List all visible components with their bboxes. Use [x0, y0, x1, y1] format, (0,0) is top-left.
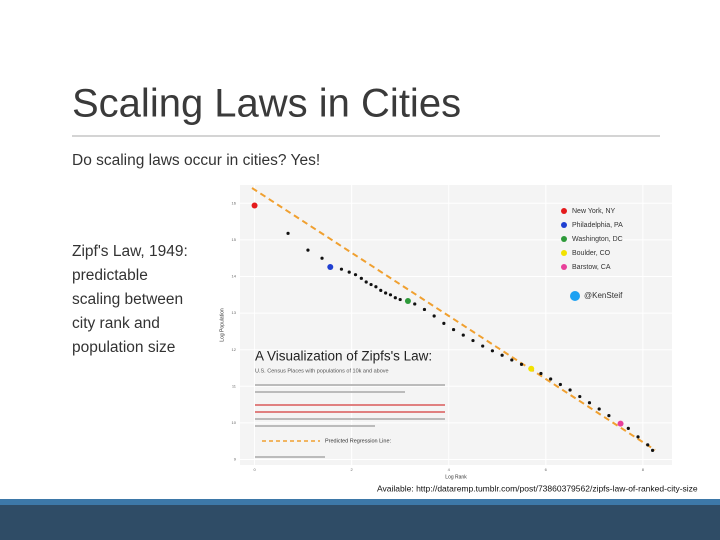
regression-label: Predicted Regression Line: — [325, 438, 392, 444]
footer-bar — [0, 505, 720, 540]
point — [374, 285, 378, 289]
point — [320, 256, 324, 260]
highlight-point — [327, 263, 334, 270]
highlight-point — [251, 202, 258, 209]
note-line — [255, 456, 325, 458]
point — [636, 435, 640, 439]
x-tick-label: 8 — [642, 467, 645, 472]
point — [587, 401, 592, 405]
point — [481, 344, 485, 348]
y-tick-label: 14 — [232, 274, 237, 279]
x-tick-label: 2 — [351, 467, 354, 472]
chart-title: A Visualization of Zipfs's Law: — [255, 349, 432, 364]
note-line — [255, 391, 405, 393]
chart-notes — [255, 384, 445, 458]
point — [500, 353, 504, 357]
y-tick-label: 10 — [232, 420, 237, 425]
x-tick-label: 0 — [253, 467, 256, 472]
body-line: population size — [72, 339, 175, 356]
twitter-icon — [570, 291, 580, 301]
body-line: scaling between — [72, 291, 183, 308]
legend-swatch — [561, 250, 567, 256]
marks — [251, 202, 655, 452]
point — [413, 302, 417, 306]
point — [539, 371, 543, 376]
body-line: city rank and — [72, 315, 160, 332]
source: Available: http://dataremp.tumblr.com/po… — [377, 483, 698, 493]
y-axis-label: Log Population — [219, 308, 225, 342]
point — [578, 394, 582, 399]
legend-swatch — [561, 222, 567, 228]
legend-swatch — [561, 208, 567, 214]
point — [398, 297, 402, 302]
legend-swatch — [561, 236, 567, 242]
note-line — [255, 425, 375, 427]
note-line — [255, 411, 445, 413]
point — [597, 407, 601, 411]
highlight-point — [617, 420, 624, 427]
point — [369, 282, 373, 287]
legend: New York, NY Philadelphia, PA Washington, … — [561, 208, 623, 271]
note-line — [255, 418, 445, 420]
slide-title: Scaling Laws in Cities — [72, 82, 461, 126]
legend-swatch — [561, 264, 567, 270]
y-tick-label: 13 — [232, 310, 237, 315]
y-tick-label: 16 — [232, 200, 237, 205]
x-tick-label: 6 — [545, 467, 548, 472]
x-tick-label: 4 — [448, 467, 451, 472]
body-text: Zipf's Law, 1949: predictable scaling betw… — [72, 243, 188, 356]
point — [471, 338, 475, 343]
highlight-point — [528, 365, 535, 372]
point — [347, 270, 351, 274]
handle: @KenSteif — [584, 291, 623, 300]
point — [422, 307, 427, 312]
point — [353, 273, 358, 277]
y-tick-label: 15 — [232, 237, 237, 242]
point — [384, 291, 388, 295]
legend-label: Philadelphia, PA — [572, 222, 623, 229]
slide-subtitle: Do scaling laws occur in cities? Yes! — [72, 152, 320, 169]
point — [432, 314, 436, 318]
point — [393, 296, 397, 300]
regression-line — [251, 187, 656, 451]
point — [650, 448, 655, 452]
point — [626, 426, 630, 430]
point — [490, 349, 495, 353]
note-line — [255, 384, 445, 386]
point — [607, 413, 611, 418]
chart: 0 2 4 6 8 9 10 11 12 13 14 15 16 Log Rank Log Populati… — [219, 185, 672, 480]
point — [510, 358, 514, 362]
legend-label: Boulder, CO — [572, 250, 611, 257]
x-axis-label: Log Rank — [445, 474, 467, 480]
point — [646, 443, 650, 447]
point — [568, 388, 572, 392]
y-tick-label: 12 — [232, 347, 237, 352]
footer-stripe — [0, 499, 720, 505]
point — [306, 248, 310, 252]
point — [442, 321, 446, 325]
point — [286, 231, 290, 235]
point — [364, 280, 368, 284]
y-tick-label: 11 — [232, 383, 237, 388]
point — [519, 362, 524, 366]
point — [461, 333, 465, 337]
point — [359, 276, 363, 280]
point — [558, 382, 562, 387]
point — [339, 267, 344, 271]
legend-label: New York, NY — [572, 208, 616, 215]
body-line: predictable — [72, 267, 148, 284]
point — [549, 377, 553, 381]
body-line: Zipf's Law, 1949: — [72, 243, 188, 260]
point — [451, 327, 456, 332]
y-tick-label: 9 — [234, 457, 237, 462]
legend-label: Barstow, CA — [572, 264, 611, 271]
highlight-point — [404, 298, 411, 305]
point — [388, 293, 393, 297]
chart-subtitle: U.S. Census Places with populations of 1… — [255, 368, 389, 374]
legend-label: Washington, DC — [572, 236, 623, 243]
note-line — [255, 404, 445, 406]
point — [379, 288, 383, 293]
